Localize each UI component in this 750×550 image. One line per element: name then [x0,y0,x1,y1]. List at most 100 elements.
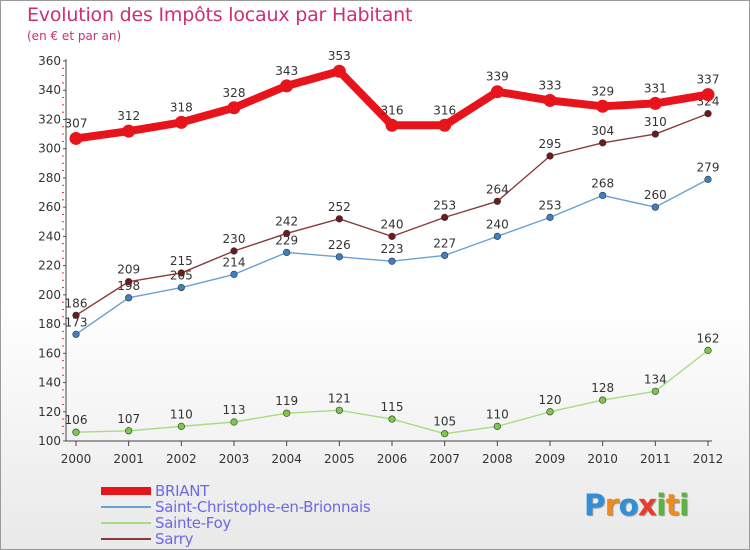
data-label: 226 [328,238,351,252]
data-point [227,101,241,115]
data-label: 295 [539,137,562,151]
data-label: 105 [433,415,456,429]
data-point [72,330,80,338]
data-label: 223 [381,242,404,256]
data-label: 328 [223,86,246,100]
legend-label: Saint-Christophe-en-Brionnais [155,498,371,516]
data-label: 268 [591,176,614,190]
data-point [599,396,607,404]
data-label: 260 [644,188,667,202]
data-label: 240 [486,217,509,231]
x-tick-label: 2007 [429,452,460,466]
legend-swatch [101,522,151,524]
data-label: 240 [381,217,404,231]
data-label: 209 [117,263,140,277]
data-point [701,88,715,102]
data-point [441,213,449,221]
data-label: 198 [117,279,140,293]
data-point [332,64,346,78]
data-label: 304 [591,124,614,138]
y-tick-label: 100 [38,434,61,448]
y-tick-label: 160 [38,346,61,360]
data-point [441,251,449,259]
data-point [174,115,188,129]
data-label: 106 [65,413,88,427]
data-point [493,232,501,240]
data-point [546,408,554,416]
legend-swatch [101,538,151,540]
data-point [230,247,238,255]
data-label: 339 [486,70,509,84]
data-point [651,130,659,138]
x-tick-label: 2004 [271,452,302,466]
data-label: 329 [591,84,614,98]
data-point [648,96,662,110]
data-point [651,203,659,211]
y-tick-label: 280 [38,171,61,185]
data-label: 343 [275,64,298,78]
data-point [543,93,557,107]
data-label: 264 [486,182,509,196]
data-label: 316 [381,103,404,117]
data-point [388,415,396,423]
data-label: 312 [117,109,140,123]
legend-item: BRIANT [101,482,441,500]
data-point [599,191,607,200]
y-tick-label: 140 [38,376,61,390]
data-label: 331 [644,81,667,95]
data-point [177,269,185,277]
y-tick-label: 260 [38,200,61,214]
data-label: 113 [223,403,246,417]
legend-label: Sarry [155,530,194,548]
data-label: 253 [539,198,562,212]
data-label: 318 [170,100,193,114]
data-point [385,118,399,132]
data-point [704,175,712,183]
data-label: 110 [170,407,193,421]
x-tick-label: 2009 [535,452,566,466]
data-point [335,215,343,223]
y-tick-label: 200 [38,288,61,302]
data-point [72,311,80,319]
legend-item: Sarry [101,530,441,548]
x-tick-label: 2012 [693,452,724,466]
data-point [441,430,449,438]
data-label: 353 [328,49,351,63]
y-tick-label: 240 [38,229,61,243]
data-point [704,110,712,118]
data-label: 307 [65,116,88,130]
data-point [177,283,185,292]
data-point [490,85,504,99]
x-tick-label: 2010 [587,452,618,466]
y-tick-label: 120 [38,405,61,419]
y-tick-label: 360 [38,54,61,68]
y-tick-label: 320 [38,112,61,126]
data-label: 227 [433,236,456,250]
data-label: 214 [223,255,246,269]
x-tick-label: 2003 [219,452,250,466]
data-point [546,213,554,221]
data-label: 173 [65,315,88,329]
x-tick-label: 2006 [377,452,408,466]
data-label: 120 [539,393,562,407]
data-point [283,229,291,238]
data-point [388,257,396,265]
data-point [596,99,610,113]
data-point [122,124,136,138]
data-point [388,232,396,240]
data-label: 337 [697,73,720,87]
data-label: 242 [275,214,298,228]
data-label: 107 [117,412,140,426]
data-point [280,79,294,93]
data-point [599,139,607,147]
data-label: 134 [644,372,667,386]
data-label: 252 [328,200,351,214]
data-point [335,406,343,414]
data-label: 229 [275,233,298,247]
data-point [125,278,133,286]
data-point [283,248,291,257]
data-point [651,387,659,395]
y-tick-label: 300 [38,142,61,156]
